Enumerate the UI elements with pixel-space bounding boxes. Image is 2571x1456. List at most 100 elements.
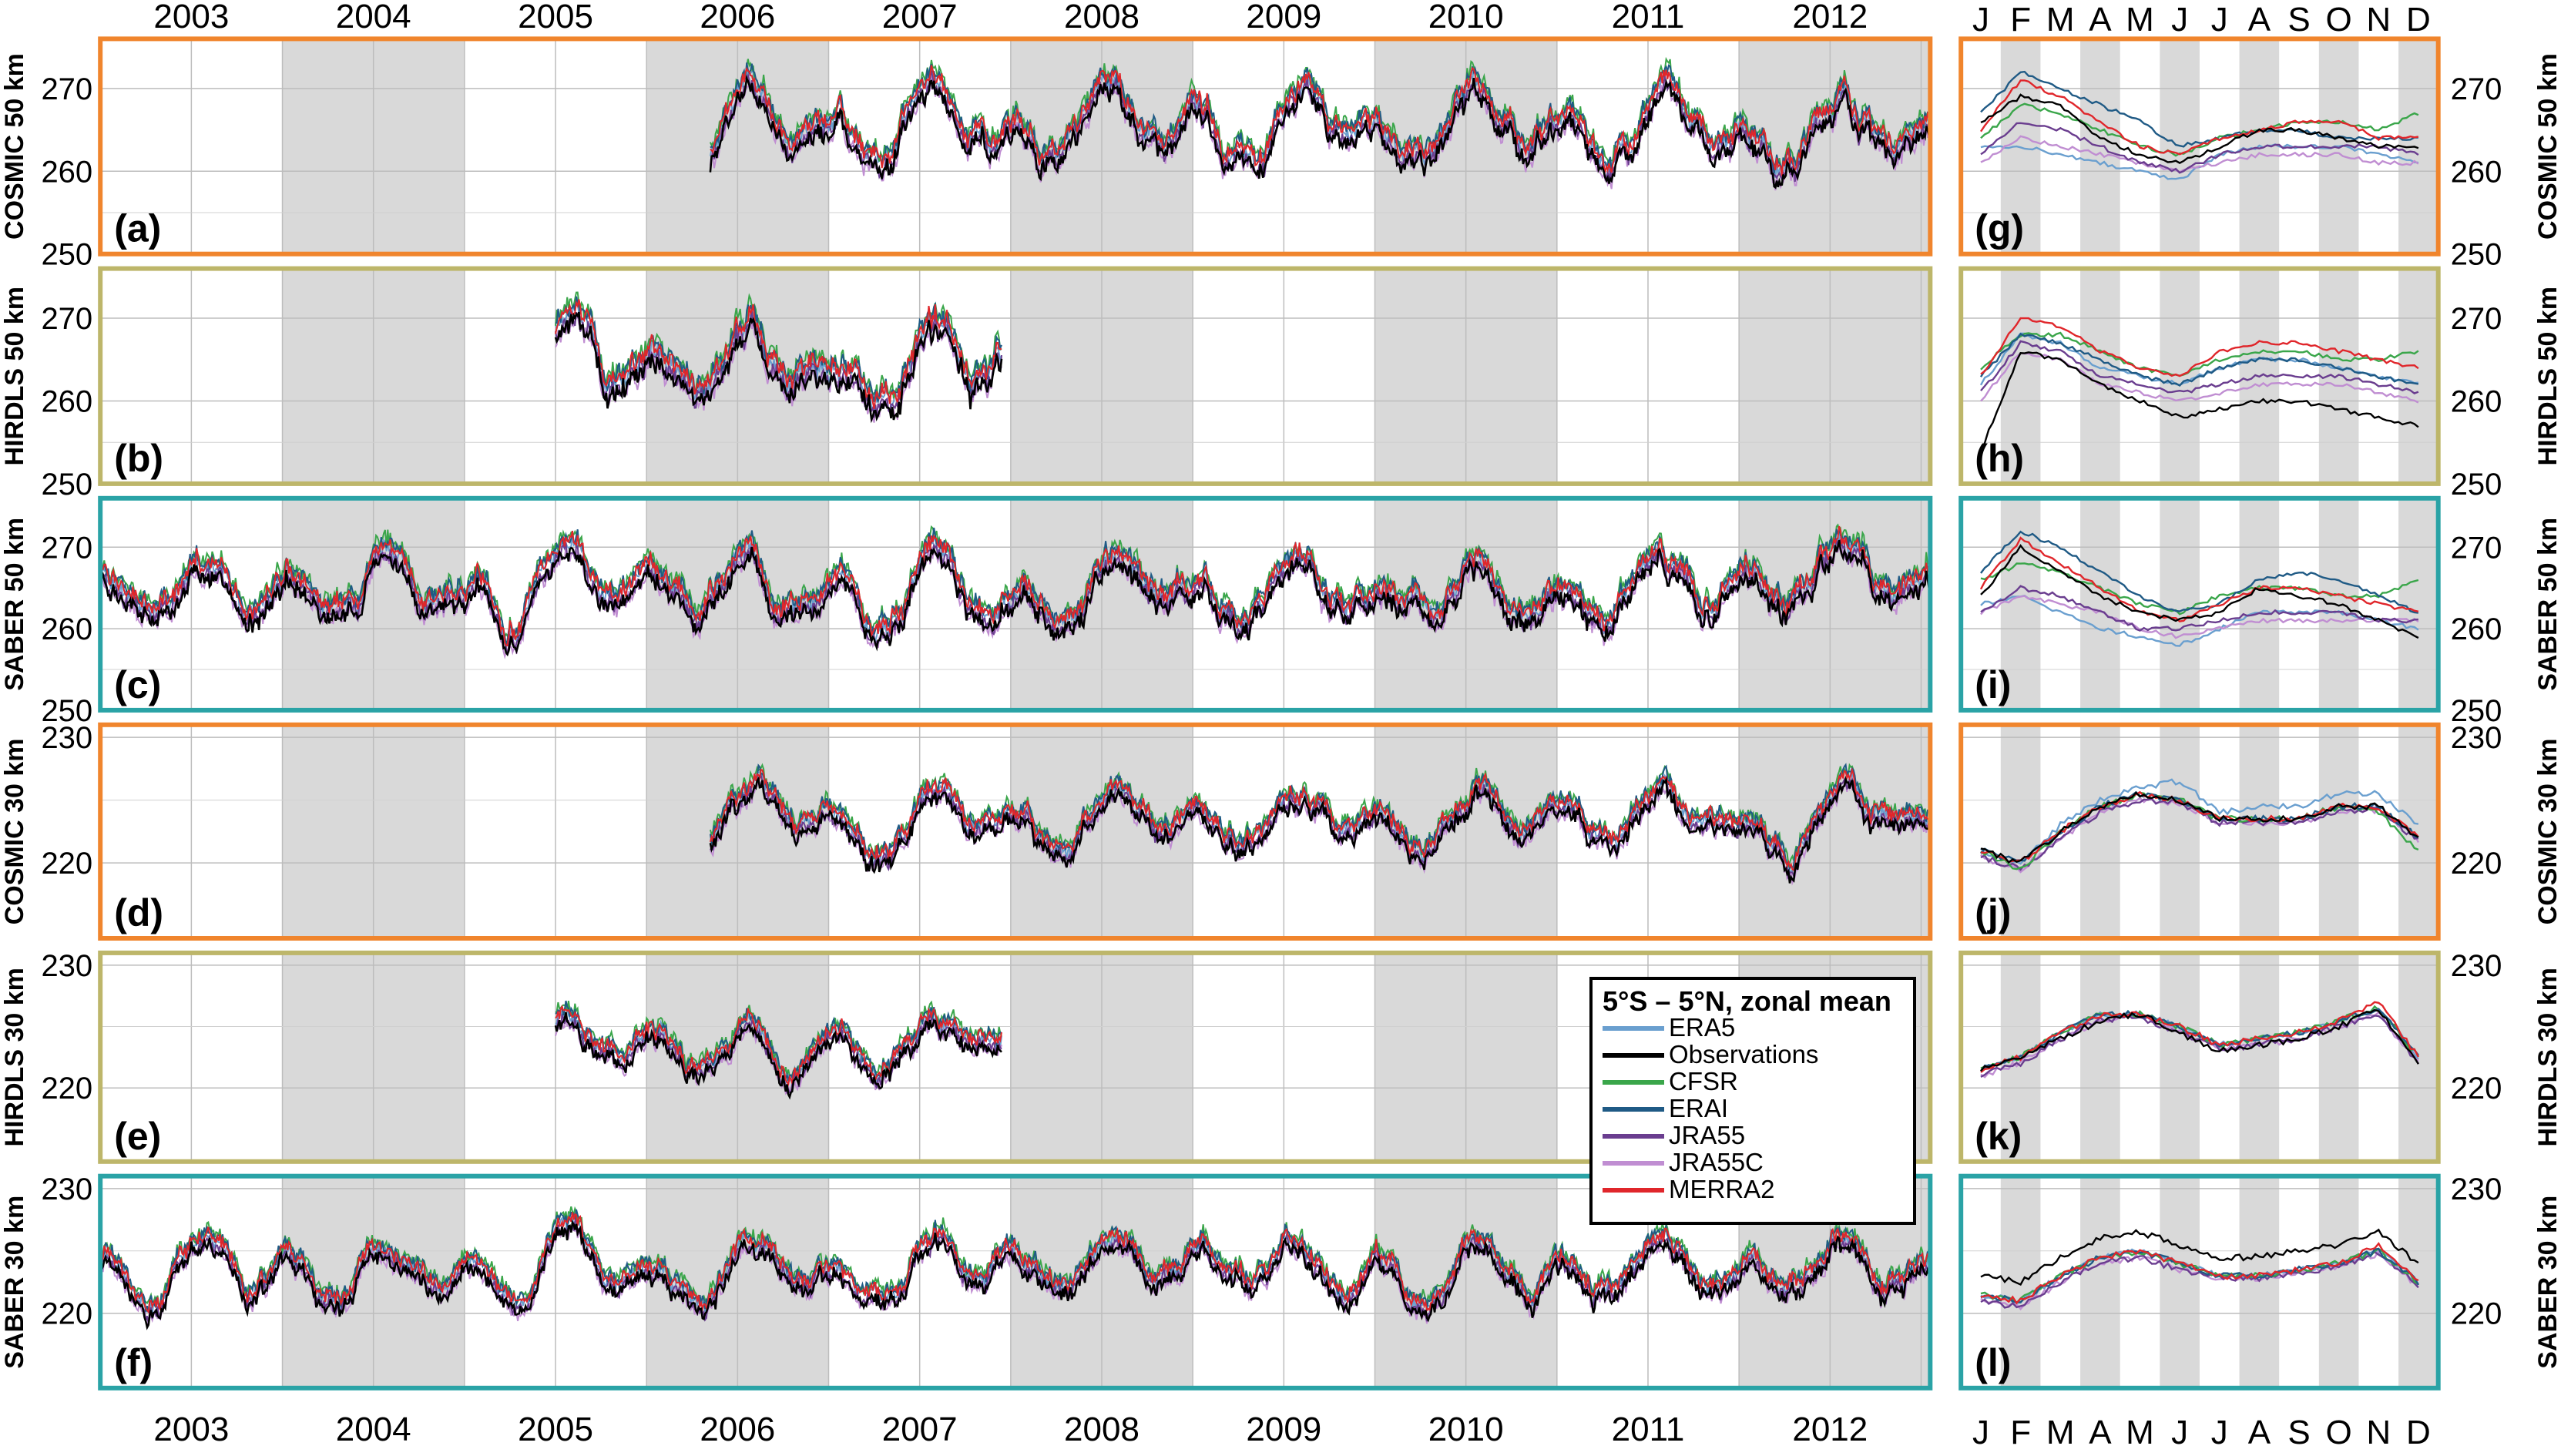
panel-frame bbox=[98, 495, 1933, 713]
plot-area bbox=[1961, 498, 2438, 710]
panel-frame bbox=[1958, 722, 2441, 941]
month-shade bbox=[2160, 498, 2200, 710]
month-shade bbox=[2398, 952, 2438, 1162]
plot-area bbox=[100, 724, 1931, 938]
panel-i: (i) bbox=[1958, 495, 2441, 713]
panel-frame bbox=[98, 266, 1933, 486]
month-shade bbox=[2000, 1176, 2041, 1388]
month-shade bbox=[2398, 1176, 2438, 1388]
ylabel: SABER 50 km bbox=[2533, 518, 2563, 691]
panel-label: (e) bbox=[114, 1115, 161, 1158]
ytick-label: 230 bbox=[41, 721, 92, 755]
month-shade bbox=[2160, 952, 2200, 1162]
year-label: 2011 bbox=[1612, 1411, 1685, 1448]
legend-item-label: Observations bbox=[1669, 1040, 1818, 1069]
year-label: 2011 bbox=[1612, 0, 1685, 35]
plot-area bbox=[1961, 39, 2438, 254]
plot-area bbox=[100, 39, 1931, 254]
legend-box bbox=[1589, 977, 1916, 1225]
panel-j: (j) bbox=[1958, 722, 2441, 941]
panels-layer: (a) (b) (c) (d) (e) (f) (g) (h) (i) (j) (k) (l) bbox=[98, 36, 2441, 1391]
ytick-label: 220 bbox=[41, 847, 92, 881]
month-shade bbox=[2080, 1176, 2120, 1388]
month-label: M bbox=[2046, 1, 2075, 39]
series-observations bbox=[709, 775, 1931, 884]
ytick-label: 260 bbox=[2451, 155, 2502, 189]
month-label: S bbox=[2287, 1, 2310, 39]
ytick-label: 220 bbox=[2451, 1297, 2502, 1331]
ylabel: SABER 30 km bbox=[0, 1196, 29, 1369]
panel-a: (a) bbox=[98, 36, 1933, 257]
panel-frame bbox=[98, 1173, 1933, 1391]
year-label: 2004 bbox=[336, 1411, 411, 1448]
month-shade bbox=[2080, 952, 2120, 1162]
ytick-label: 220 bbox=[2451, 847, 2502, 881]
series-erai bbox=[1980, 530, 2419, 614]
year-label: 2012 bbox=[1792, 1411, 1868, 1448]
legend-item-label: MERRA2 bbox=[1669, 1175, 1775, 1203]
series-merra2 bbox=[710, 65, 1931, 176]
month-label: M bbox=[2126, 1414, 2154, 1451]
year-label: 2009 bbox=[1246, 0, 1321, 35]
series-observations bbox=[1980, 544, 2419, 639]
month-shade bbox=[2160, 724, 2200, 938]
month-label: O bbox=[2326, 1414, 2352, 1451]
ytick-label: 250 bbox=[2451, 468, 2502, 502]
legend: 5°S – 5°N, zonal mean ERA5ObservationsCF… bbox=[1589, 977, 1916, 1225]
month-shade bbox=[2318, 498, 2359, 710]
panel-label: (h) bbox=[1975, 437, 2024, 480]
month-shade bbox=[2000, 268, 2041, 484]
series-merra2 bbox=[1980, 1001, 2419, 1073]
series-erai bbox=[1979, 332, 2419, 387]
ytick-label: 260 bbox=[41, 384, 92, 418]
panel-frame bbox=[1958, 495, 2441, 713]
ytick-label: 220 bbox=[41, 1297, 92, 1331]
legend-title: 5°S – 5°N, zonal mean bbox=[1603, 985, 1891, 1017]
panel-c: (c) bbox=[98, 495, 1933, 713]
panel-h: (h) bbox=[1958, 266, 2441, 486]
month-label: J bbox=[2171, 1, 2188, 39]
ylabel: SABER 30 km bbox=[2533, 1196, 2563, 1369]
year-label: 2005 bbox=[518, 0, 593, 35]
series-observations bbox=[100, 539, 1931, 657]
month-shade bbox=[2318, 724, 2359, 938]
legend-items: ERA5ObservationsCFSRERAIJRA55JRA55CMERRA… bbox=[1603, 1013, 1818, 1203]
month-shade bbox=[2080, 724, 2120, 938]
ytick-label: 250 bbox=[41, 238, 92, 272]
panel-l: (l) bbox=[1958, 1173, 2441, 1391]
plot-area bbox=[100, 498, 1931, 710]
year-label: 2004 bbox=[336, 0, 411, 35]
panel-frame bbox=[1958, 950, 2441, 1164]
panel-frame bbox=[1958, 36, 2441, 257]
year-label: 2009 bbox=[1246, 1411, 1321, 1448]
series-merra2 bbox=[1980, 79, 2419, 156]
year-label: 2010 bbox=[1428, 0, 1504, 35]
panel-label: (c) bbox=[114, 663, 161, 706]
panel-frame bbox=[1958, 266, 2441, 486]
series-era5 bbox=[1980, 778, 2419, 865]
ytick-label: 260 bbox=[41, 612, 92, 646]
ytick-label: 250 bbox=[41, 694, 92, 728]
month-label: J bbox=[2211, 1, 2228, 39]
month-label: A bbox=[2089, 1414, 2112, 1451]
panel-b: (b) bbox=[98, 266, 1933, 486]
series-erai bbox=[1980, 70, 2418, 148]
ytick-label: 270 bbox=[41, 72, 92, 106]
year-label: 2003 bbox=[153, 0, 229, 35]
panel-label: (g) bbox=[1975, 207, 2024, 250]
series-cfsr bbox=[1980, 331, 2419, 377]
plot-area bbox=[1961, 1176, 2438, 1388]
series-merra2 bbox=[100, 1212, 1931, 1314]
panel-g: (g) bbox=[1958, 36, 2441, 257]
year-label: 2012 bbox=[1792, 0, 1868, 35]
ytick-label: 270 bbox=[2451, 531, 2502, 565]
ytick-label: 270 bbox=[2451, 302, 2502, 336]
month-label: N bbox=[2366, 1414, 2391, 1451]
series-merra2 bbox=[1979, 536, 2419, 622]
ylabel: HIRDLS 50 km bbox=[2533, 287, 2563, 465]
ylabel: COSMIC 30 km bbox=[0, 738, 29, 924]
series-observations bbox=[1980, 93, 2419, 164]
ytick-label: 220 bbox=[2451, 1072, 2502, 1105]
year-shade bbox=[1739, 268, 1931, 484]
